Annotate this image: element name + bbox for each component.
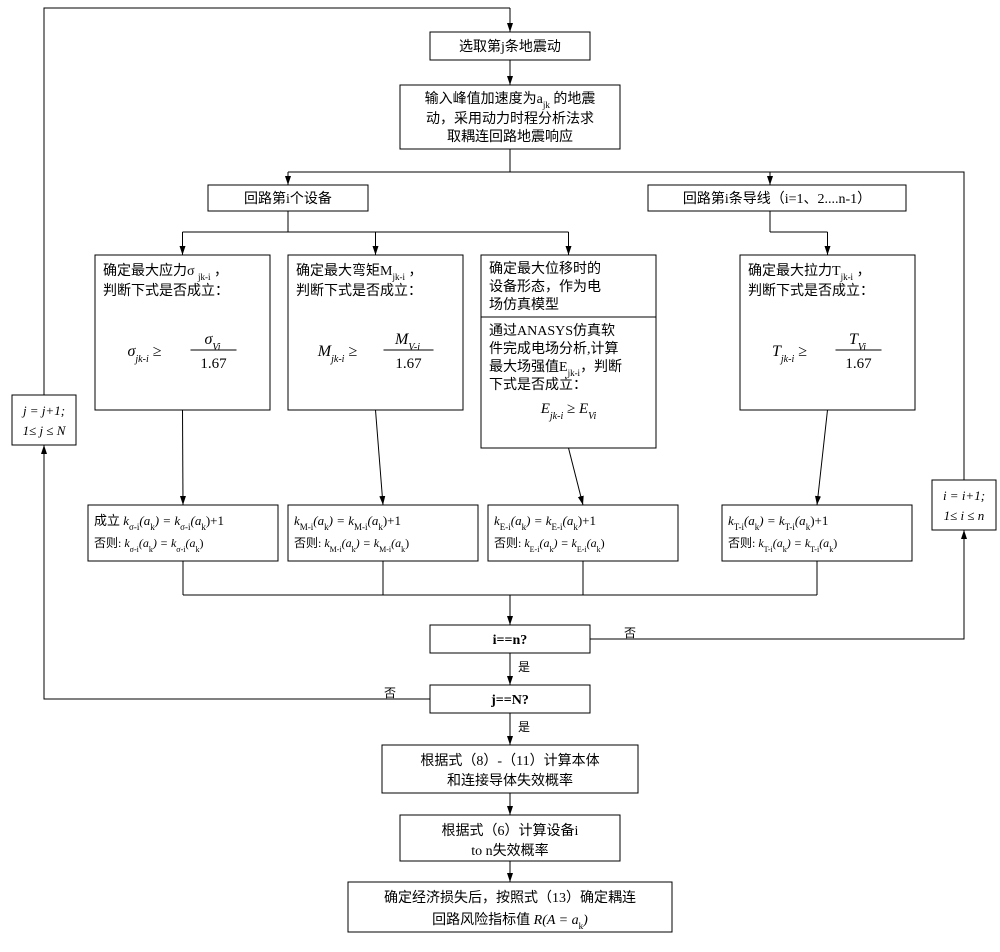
s1-l2: 和连接导体失效概率 [447, 772, 573, 789]
s1-l1: 根据式（8）-（11）计算本体 [420, 753, 599, 769]
edge [44, 445, 430, 699]
lj-l1: j = j+1; [21, 403, 65, 418]
d1-yes: 是 [518, 660, 530, 674]
d1-text: i==n? [493, 633, 528, 648]
edge [569, 448, 584, 505]
c3a-l3: 场仿真模型 [489, 297, 559, 313]
c3b-l1: 通过ANASYS仿真软 [489, 323, 615, 339]
c3a-l2: 设备形态，作为电 [489, 278, 601, 295]
n1-text: 选取第j条地震动 [459, 38, 561, 55]
n2-l2: 动，采用动力时程分析法求 [426, 111, 594, 127]
c2-l2: 判断下式是否成立： [296, 283, 422, 299]
s3-l1: 确定经济损失后，按照式（13）确定耦连 [384, 890, 636, 906]
d2-no: 否 [384, 686, 396, 700]
c1-f-den: 1.67 [200, 356, 227, 372]
d1-no: 否 [624, 626, 636, 640]
n3a-text: 回路第i个设备 [244, 190, 332, 207]
n3b-text: 回路第i条导线（i=1、2....n-1） [683, 190, 871, 207]
s2-l1: 根据式（6）计算设备i [442, 822, 579, 839]
lj-l2: 1≤ j ≤ N [23, 423, 67, 438]
d2-text: j==N? [490, 693, 529, 708]
edge [817, 410, 828, 505]
edge [183, 410, 184, 505]
edge [376, 410, 384, 505]
li-l1: i = i+1; [943, 488, 985, 503]
d2-yes: 是 [518, 720, 530, 734]
li-l2: 1≤ i ≤ n [944, 508, 985, 523]
s2-l2: to n失效概率 [471, 842, 548, 859]
c3b-l4: 下式是否成立： [489, 377, 587, 393]
c4-l2: 判断下式是否成立： [748, 283, 874, 299]
n2-l3: 取耦连回路地震响应 [447, 128, 573, 145]
c3b-l2: 件完成电场分析,计算 [489, 341, 619, 357]
c4-f-den: 1.67 [845, 356, 872, 372]
c3a-l1: 确定最大位移时的 [489, 261, 601, 277]
flowchart-canvas: 选取第j条地震动输入峰值加速度为ajk 的地震动，采用动力时程分析法求取耦连回路… [0, 0, 1000, 952]
c1-l2: 判断下式是否成立： [103, 283, 229, 299]
c2-f-den: 1.67 [395, 356, 422, 372]
